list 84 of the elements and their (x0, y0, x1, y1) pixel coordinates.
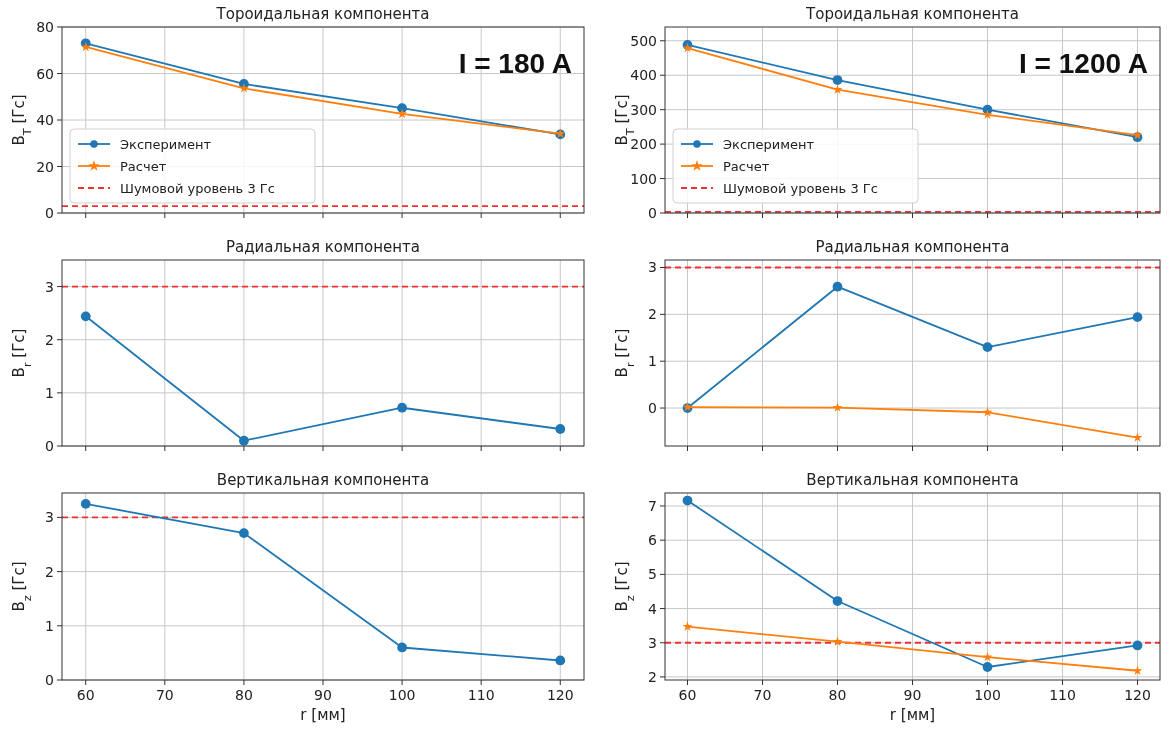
legend-label: Шумовой уровень 3 Гс (723, 181, 878, 196)
point (80, 311, 91, 322)
point (982, 407, 993, 417)
point (397, 402, 407, 413)
x-tick-label: 90 (903, 687, 922, 703)
y-tick-label: 6 (648, 532, 658, 549)
point (982, 342, 993, 353)
point (239, 435, 249, 446)
chart-title: Радиальная компонента (815, 238, 1010, 256)
y-tick-label: 7 (648, 497, 657, 514)
point (238, 83, 249, 93)
chart-title: Тороидальная компонента (805, 5, 1019, 23)
y-tick-label: 500 (630, 32, 657, 49)
legend-label: Эксперимент (723, 137, 815, 152)
y-tick-label: 100 (630, 170, 657, 187)
legend-label: Эксперимент (120, 137, 212, 152)
annotation: I = 180 A (458, 48, 572, 79)
y-tick-label: 1 (45, 617, 54, 634)
y-tick-label: 400 (630, 67, 657, 84)
annotation: I = 1200 A (1019, 48, 1148, 79)
x-tick-label: 70 (155, 687, 174, 703)
point (1132, 640, 1143, 651)
y-tick-label: 2 (45, 331, 54, 348)
x-tick-label: 100 (388, 687, 416, 703)
y-tick-label: 3 (45, 278, 54, 295)
point (1132, 312, 1143, 323)
y-tick-label: 80 (36, 19, 54, 35)
x-tick-label: 120 (1124, 687, 1151, 703)
y-tick-label: 0 (648, 400, 657, 417)
y-tick-label: 40 (36, 112, 54, 128)
y-tick-label: 300 (630, 101, 657, 118)
legend-label: Расчет (120, 159, 167, 174)
y-tick-label: 1 (648, 353, 657, 370)
chart-title: Вертикальная компонента (806, 471, 1019, 489)
y-tick-label: 2 (648, 668, 657, 685)
y-tick-label: 5 (648, 566, 657, 583)
x-tick-label: 110 (1049, 687, 1076, 703)
x-axis-title: r [мм] (300, 706, 346, 724)
point (555, 424, 566, 434)
x-tick-label: 70 (753, 687, 772, 703)
y-tick-label: 1 (45, 384, 54, 401)
y-tick-label: 2 (45, 563, 54, 580)
point (682, 621, 693, 631)
x-tick-label: 90 (314, 687, 332, 703)
x-axis-title: r [мм] (889, 706, 936, 724)
y-tick-label: 60 (36, 65, 54, 82)
legend-label: Расчет (723, 159, 770, 174)
point (397, 642, 407, 653)
point (832, 402, 843, 412)
point (80, 498, 91, 509)
y-tick-label: 2 (648, 306, 657, 323)
x-tick-label: 60 (678, 687, 697, 703)
y-tick-label: 0 (45, 438, 54, 454)
chart-title: Радиальная компонента (225, 238, 421, 256)
point (832, 75, 843, 85)
x-tick-label: 120 (546, 687, 574, 703)
point (239, 528, 249, 538)
x-tick-label: 60 (76, 687, 95, 703)
chart-title: Тороидальная компонента (215, 5, 430, 23)
y-tick-label: 3 (45, 509, 54, 526)
point (555, 655, 566, 666)
x-tick-label: 100 (974, 687, 1001, 703)
point (397, 108, 408, 119)
x-tick-label: 80 (235, 687, 253, 703)
y-tick-label: 3 (648, 634, 657, 651)
chart-title: Вертикальная компонента (216, 471, 430, 489)
y-tick-label: 0 (45, 205, 54, 221)
point (832, 636, 843, 646)
point (982, 662, 993, 672)
point (1132, 432, 1143, 442)
x-tick-label: 110 (467, 687, 495, 703)
point (982, 109, 993, 120)
x-tick-label: 80 (828, 687, 847, 703)
y-tick-label: 3 (648, 259, 657, 276)
point (682, 495, 693, 506)
legend-label: Шумовой уровень 3 Гс (120, 181, 275, 196)
point (982, 651, 993, 662)
point (832, 596, 843, 606)
point (1132, 665, 1143, 675)
y-tick-label: 0 (648, 205, 657, 221)
point (832, 281, 843, 292)
y-tick-label: 20 (36, 158, 54, 175)
y-tick-label: 4 (648, 600, 658, 617)
y-tick-label: 0 (45, 672, 54, 688)
